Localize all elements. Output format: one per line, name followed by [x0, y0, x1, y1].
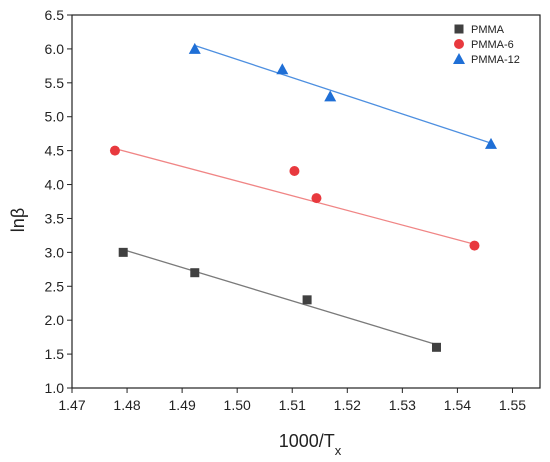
y-tick-label: 3.5 [45, 210, 65, 226]
data-point-pmma-6 [109, 145, 120, 156]
y-tick-label: 5.5 [45, 75, 65, 91]
y-tick-label: 6.0 [45, 41, 65, 57]
data-point-pmma-12 [484, 137, 497, 149]
y-tick-label: 5.0 [45, 109, 65, 125]
data-point-pmma-6 [469, 240, 480, 251]
data-point-pmma-12 [276, 63, 289, 75]
fit-line-pmma-6 [114, 147, 475, 245]
x-tick-label: 1.53 [389, 397, 416, 413]
x-tick-label: 1.50 [224, 397, 251, 413]
x-tick-label: 1.48 [113, 397, 140, 413]
x-tick-label: 1.54 [444, 397, 471, 413]
data-point-pmma-6 [311, 193, 322, 204]
data-point-pmma-12 [188, 42, 201, 54]
data-point-pmma [431, 342, 441, 352]
y-tick-label: 4.5 [45, 143, 65, 159]
y-tick-label: 6.5 [45, 7, 65, 23]
x-tick-label: 1.55 [499, 397, 526, 413]
y-tick-label: 1.0 [45, 380, 65, 396]
y-tick-label: 1.5 [45, 346, 65, 362]
y-axis-title: lnβ [8, 208, 28, 232]
legend-label-pmma: PMMA [471, 24, 505, 36]
legend-label-pmma-12: PMMA-12 [471, 54, 520, 66]
y-tick-label: 3.0 [45, 244, 65, 260]
data-point-pmma-6 [289, 165, 300, 176]
legend-marker-pmma-12 [453, 53, 465, 64]
x-tick-label: 1.52 [334, 397, 361, 413]
data-point-pmma [118, 247, 128, 257]
x-tick-label: 1.49 [168, 397, 195, 413]
fit-line-pmma [123, 249, 437, 346]
fit-line-pmma-12 [194, 44, 492, 144]
data-point-pmma-12 [324, 90, 337, 102]
y-tick-label: 2.5 [45, 278, 65, 294]
legend-marker-pmma-6 [454, 39, 464, 49]
y-tick-label: 4.0 [45, 177, 65, 193]
y-tick-label: 2.0 [45, 312, 65, 328]
data-point-pmma [302, 295, 312, 305]
plot-frame [71, 14, 541, 389]
x-tick-label: 1.51 [279, 397, 306, 413]
x-axis-title: 1000/Tx [279, 431, 342, 457]
data-point-pmma [190, 268, 200, 278]
legend-label-pmma-6: PMMA-6 [471, 39, 514, 51]
legend-marker-pmma [454, 24, 464, 34]
x-tick-label: 1.47 [58, 397, 85, 413]
